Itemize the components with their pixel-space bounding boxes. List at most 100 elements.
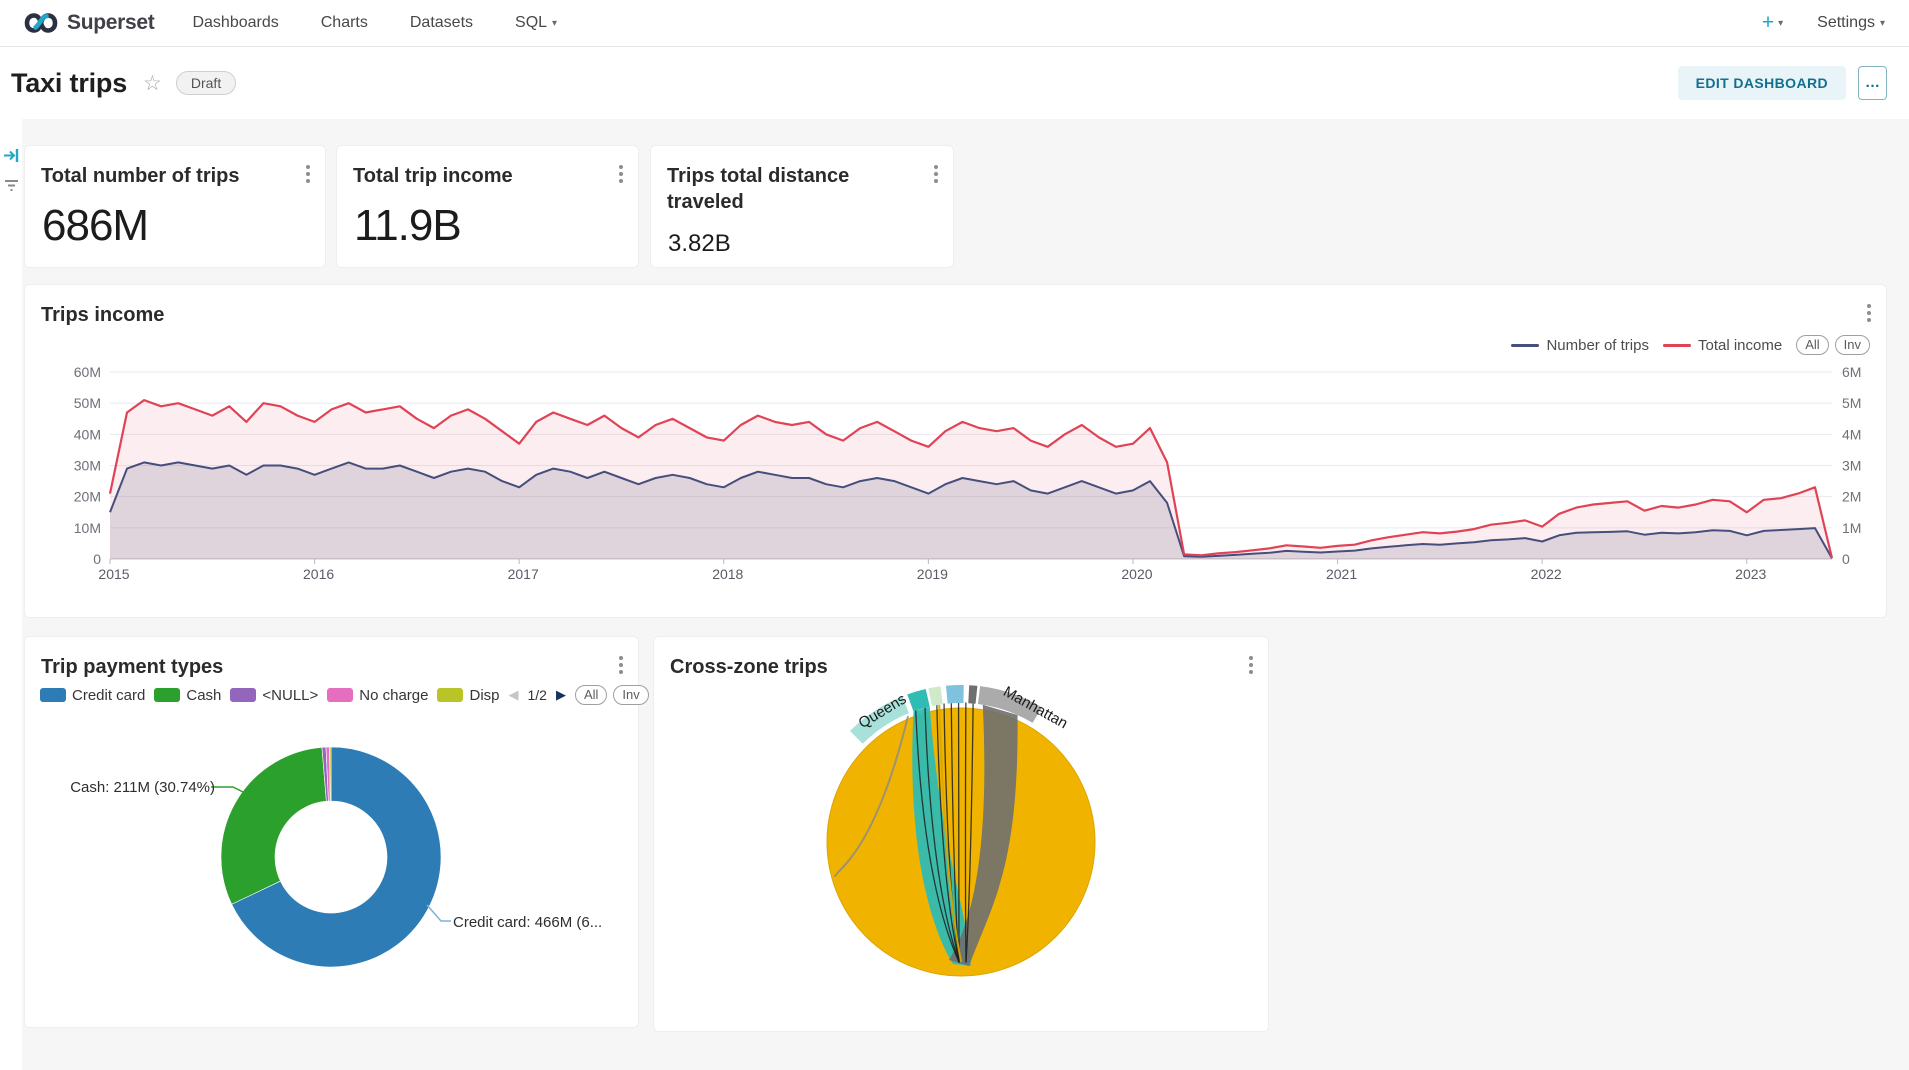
svg-text:6M: 6M — [1842, 364, 1861, 380]
trip-payment-types-card: Trip payment types Credit card Cash <NUL… — [25, 637, 649, 1027]
legend-next-page-icon[interactable]: ▶ — [555, 687, 566, 702]
nav-right: + ▾ Settings ▾ — [1762, 11, 1885, 35]
kebab-menu-icon[interactable] — [304, 163, 312, 185]
legend-all-button[interactable]: All — [1796, 335, 1829, 355]
settings-menu[interactable]: Settings ▾ — [1817, 14, 1885, 31]
expand-filter-bar-icon[interactable] — [3, 147, 20, 164]
legend-inv-button[interactable]: Inv — [613, 685, 649, 705]
svg-text:2017: 2017 — [508, 566, 539, 582]
svg-text:40M: 40M — [74, 426, 101, 442]
chevron-down-icon: ▾ — [1778, 17, 1784, 29]
status-badge: Draft — [175, 71, 237, 95]
svg-text:50M: 50M — [74, 395, 101, 411]
legend-item-null[interactable]: <NULL> — [230, 687, 318, 704]
legend-item-credit-card[interactable]: Credit card — [40, 687, 145, 704]
svg-text:2015: 2015 — [98, 566, 129, 582]
legend-swatch — [230, 688, 257, 702]
chart-legend: Number of trips Total income All Inv — [1511, 335, 1870, 355]
svg-text:30M: 30M — [74, 458, 101, 474]
kebab-menu-icon[interactable] — [617, 654, 625, 676]
plus-icon: + — [1761, 11, 1775, 34]
kpi-title: Trips total distance traveled — [667, 165, 850, 213]
new-item-button[interactable]: + ▾ — [1762, 11, 1783, 35]
filter-icon[interactable] — [3, 177, 20, 194]
kpi-value: 686M — [42, 201, 149, 250]
svg-text:3M: 3M — [1842, 458, 1861, 474]
page-title: Taxi trips — [11, 67, 128, 98]
legend-page-indicator: 1/2 — [527, 687, 547, 703]
svg-text:1M: 1M — [1842, 520, 1861, 536]
legend-inv-button[interactable]: Inv — [1834, 335, 1870, 355]
svg-text:2022: 2022 — [1531, 566, 1562, 582]
kebab-menu-icon[interactable] — [617, 163, 625, 185]
trips-income-card: Trips income Number of trips Total incom… — [25, 285, 1886, 617]
nav-menu: Dashboards Charts Datasets SQL ▾ — [192, 14, 557, 32]
kebab-menu-icon[interactable] — [1247, 654, 1255, 676]
svg-text:2016: 2016 — [303, 566, 334, 582]
brand-name: Superset — [67, 11, 155, 34]
pie-legend: Credit card Cash <NULL> No charge Disp ◀… — [40, 685, 649, 705]
chevron-down-icon: ▾ — [552, 17, 558, 29]
cross-zone-chord-chart[interactable]: Queens Manhattan — [654, 637, 1268, 1031]
chart-title: Trips income — [41, 304, 165, 326]
svg-text:2M: 2M — [1842, 489, 1861, 505]
kebab-menu-icon[interactable] — [1865, 302, 1873, 324]
legend-item-total-income[interactable]: Total income — [1662, 337, 1782, 354]
superset-logo[interactable]: Superset — [24, 11, 155, 35]
legend-item-no-charge[interactable]: No charge — [327, 687, 428, 704]
legend-toggle-group: All Inv — [1796, 335, 1870, 355]
dashboard-header: Taxi trips ☆ Draft EDIT DASHBOARD … — [0, 47, 1909, 119]
kpi-card-total-distance[interactable]: Trips total distance traveled 3.82B — [651, 146, 953, 267]
favorite-star-icon[interactable]: ☆ — [143, 71, 162, 95]
pie-callout-credit-card: Credit card: 466M (6... — [453, 914, 603, 931]
nav-item-sql[interactable]: SQL ▾ — [515, 14, 558, 31]
kpi-title: Total number of trips — [41, 165, 240, 187]
chart-title: Cross-zone trips — [670, 656, 828, 678]
kpi-title: Total trip income — [353, 165, 513, 187]
kpi-value: 11.9B — [354, 201, 462, 250]
legend-line-swatch — [1511, 343, 1540, 347]
header-actions: EDIT DASHBOARD … — [1677, 66, 1887, 100]
pie-callout-cash: Cash: 211M (30.74%) — [70, 779, 215, 796]
legend-item-number-of-trips[interactable]: Number of trips — [1511, 337, 1649, 354]
legend-all-button[interactable]: All — [574, 685, 608, 705]
superset-infinity-icon — [24, 13, 58, 33]
legend-prev-page-icon: ◀ — [508, 687, 519, 702]
legend-swatch — [437, 688, 464, 702]
svg-text:0: 0 — [1842, 551, 1850, 567]
nav-item-datasets[interactable]: Datasets — [409, 14, 474, 31]
svg-text:20M: 20M — [74, 489, 101, 505]
nav-item-charts[interactable]: Charts — [320, 14, 368, 31]
dashboard-grid: Total number of trips 686M Total trip in… — [0, 119, 1909, 1070]
svg-text:2018: 2018 — [712, 566, 743, 582]
top-navbar: Superset Dashboards Charts Datasets SQL … — [0, 0, 1909, 47]
svg-text:2019: 2019 — [917, 566, 948, 582]
svg-text:2023: 2023 — [1735, 566, 1766, 582]
trips-income-chart[interactable]: 0 0 10M 1M 20M 2M 30M 3M 40M 4M 50M 5M 60M 6M 2015 2016… — [25, 285, 1886, 617]
svg-text:2021: 2021 — [1326, 566, 1357, 582]
svg-text:2020: 2020 — [1121, 566, 1152, 582]
legend-toggle-group: All Inv — [574, 685, 649, 705]
legend-swatch — [40, 688, 66, 702]
edit-dashboard-button[interactable]: EDIT DASHBOARD — [1677, 66, 1846, 100]
chevron-down-icon: ▾ — [1879, 17, 1885, 29]
legend-swatch — [327, 688, 354, 702]
legend-line-swatch — [1662, 343, 1691, 347]
svg-text:4M: 4M — [1842, 426, 1861, 442]
kebab-menu-icon[interactable] — [932, 163, 940, 185]
legend-swatch — [154, 688, 181, 702]
kpi-card-trip-income[interactable]: Total trip income 11.9B — [337, 146, 638, 267]
svg-text:5M: 5M — [1842, 395, 1861, 411]
kpi-value: 3.82B — [668, 230, 731, 257]
cross-zone-trips-card: Cross-zone trips Queens Manhattan — [654, 637, 1268, 1031]
svg-text:0: 0 — [93, 551, 101, 567]
dashboard-more-button[interactable]: … — [1858, 66, 1887, 100]
nav-item-dashboards[interactable]: Dashboards — [192, 14, 279, 31]
svg-text:60M: 60M — [74, 364, 101, 380]
chart-title: Trip payment types — [41, 656, 224, 678]
collapsed-filter-bar — [0, 119, 22, 1070]
legend-item-cash[interactable]: Cash — [154, 687, 221, 704]
legend-item-disputed[interactable]: Disp — [437, 687, 500, 704]
payment-donut-chart[interactable] — [25, 637, 638, 1027]
kpi-card-total-trips[interactable]: Total number of trips 686M — [25, 146, 325, 267]
